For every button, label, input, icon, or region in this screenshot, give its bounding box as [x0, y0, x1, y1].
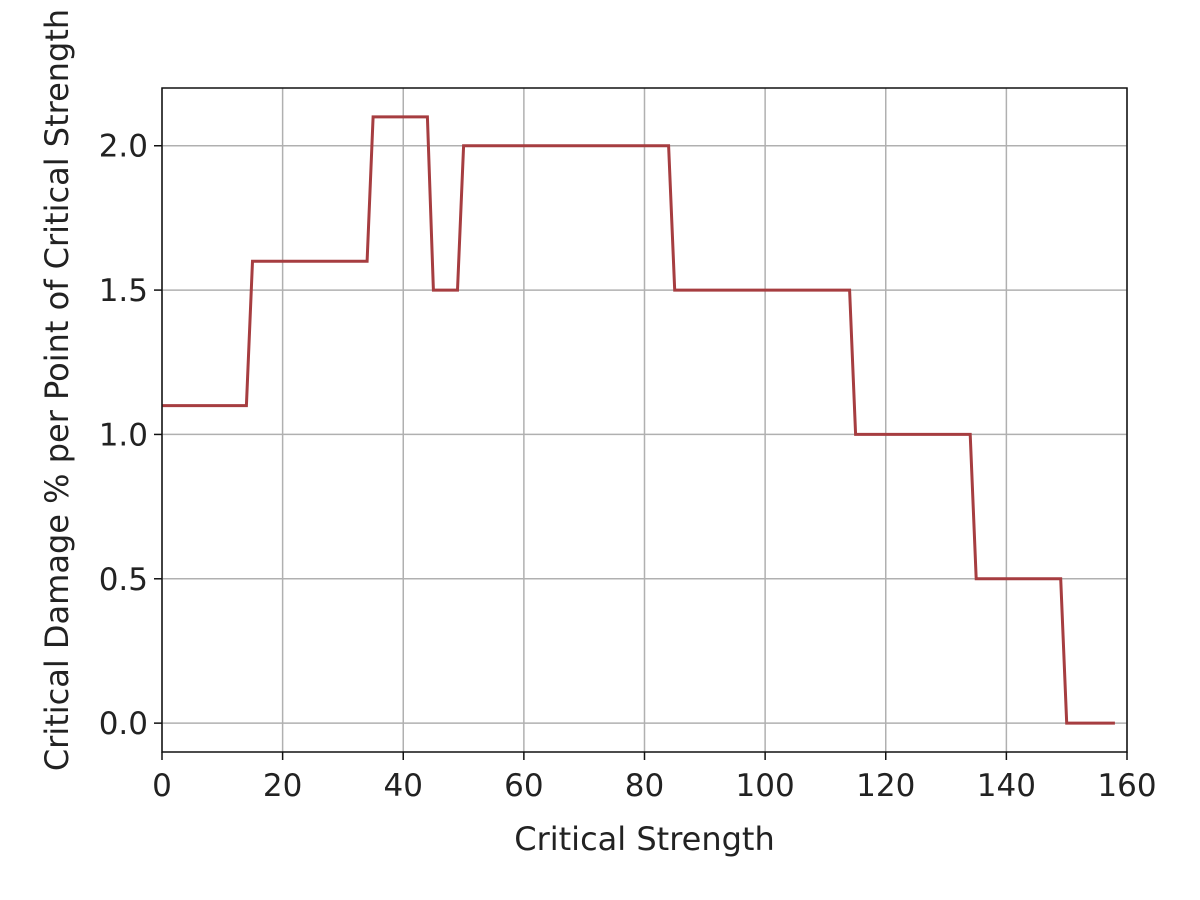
x-tick-label: 0 [152, 768, 172, 804]
x-axis-title: Critical Strength [514, 820, 775, 858]
y-tick-label: 1.0 [99, 417, 148, 453]
x-tick-label: 20 [263, 768, 302, 804]
x-tick-label: 80 [625, 768, 664, 804]
grid [161, 88, 1128, 752]
y-tick-label: 0.0 [99, 706, 148, 742]
x-tick-label: 100 [736, 768, 795, 804]
series-line [162, 115, 1115, 725]
x-tick-label: 60 [504, 768, 543, 804]
x-tick-label: 40 [384, 768, 423, 804]
x-tick-label: 120 [856, 768, 915, 804]
y-tick-label: 2.0 [99, 129, 148, 165]
y-tick-label: 0.5 [99, 562, 148, 598]
ticks: 0 20 40 60 80 100 120 140 160 0.0 0.5 1.0 1.5 2.0 [99, 129, 1157, 804]
y-tick-label: 1.5 [99, 273, 148, 309]
y-axis-title: Critical Damage % per Point of Critical … [38, 9, 76, 771]
series-layer [162, 115, 1115, 725]
x-tick-label: 160 [1097, 768, 1156, 804]
x-tick-label: 140 [977, 768, 1036, 804]
